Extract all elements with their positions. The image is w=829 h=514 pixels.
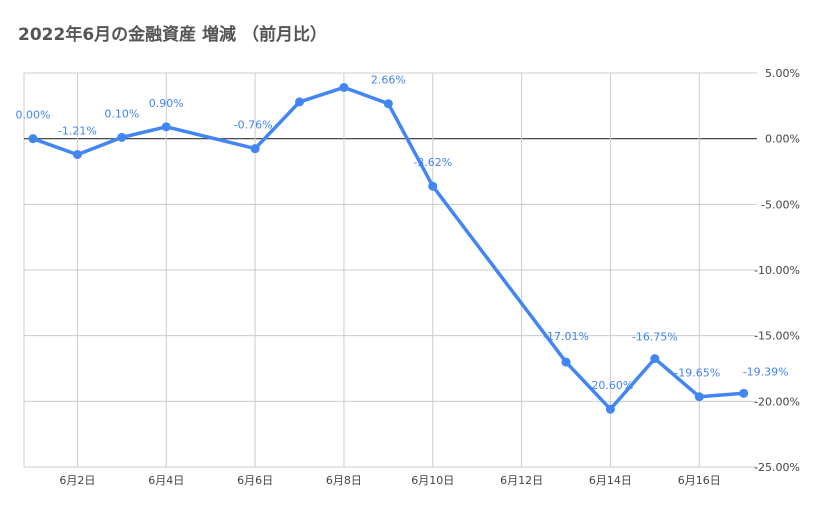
data-point: [295, 97, 305, 107]
y-tick-label: 0.00%: [765, 133, 800, 146]
data-point: [72, 150, 82, 160]
data-label: -19.65%: [674, 367, 720, 380]
y-tick-label: -5.00%: [761, 198, 800, 211]
data-point: [383, 99, 393, 109]
y-tick-label: -20.00%: [754, 395, 800, 408]
data-point: [561, 357, 571, 367]
data-label: -20.60%: [587, 379, 633, 392]
series-line: [31, 85, 746, 411]
x-tick-label: 6月2日: [59, 474, 95, 487]
data-point: [250, 144, 260, 154]
x-tick-label: 6月12日: [500, 474, 543, 487]
data-point: [694, 392, 704, 402]
data-label: -17.01%: [543, 330, 589, 343]
x-tick-label: 6月14日: [589, 474, 632, 487]
y-tick-label: 5.00%: [765, 67, 800, 80]
x-tick-label: 6月6日: [237, 474, 273, 487]
y-tick-label: -10.00%: [754, 264, 800, 277]
data-label: 0.00%: [16, 109, 51, 122]
data-point: [339, 82, 349, 92]
x-tick-label: 6月8日: [326, 474, 362, 487]
data-point: [161, 122, 171, 132]
x-tick-label: 6月10日: [411, 474, 454, 487]
x-tick-label: 6月4日: [148, 474, 184, 487]
data-label: -3.62%: [413, 156, 452, 169]
data-point: [428, 181, 438, 191]
data-label: -19.39%: [743, 365, 789, 378]
data-label: 0.10%: [104, 107, 139, 120]
data-label: 0.90%: [149, 97, 184, 110]
y-tick-label: -15.00%: [754, 330, 800, 343]
x-tick-label: 6月16日: [678, 474, 721, 487]
data-label: 2.66%: [371, 74, 406, 87]
data-point: [650, 354, 660, 364]
data-point: [739, 388, 749, 398]
data-label: -1.21%: [58, 125, 97, 138]
data-label: -16.75%: [632, 331, 678, 344]
chart-title: 2022年6月の金融資産 増減 （前月比）: [18, 25, 327, 45]
data-point: [117, 132, 127, 142]
data-point: [28, 134, 38, 144]
data-label: -0.76%: [234, 119, 273, 132]
data-point: [605, 404, 615, 414]
y-tick-label: -25.00%: [754, 461, 800, 474]
